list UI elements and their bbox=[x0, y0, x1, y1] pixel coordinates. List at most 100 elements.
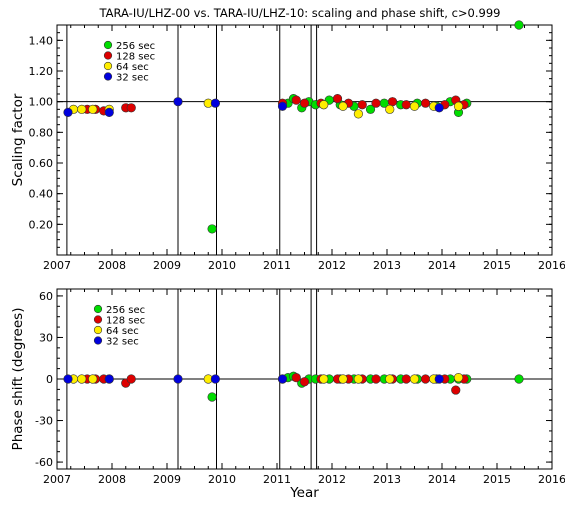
data-point-256-sec bbox=[514, 20, 524, 30]
legend-marker bbox=[103, 51, 113, 60]
data-point-128-sec bbox=[332, 93, 343, 104]
x-tick-label: 2015 bbox=[483, 473, 511, 486]
y-axis-label: Scaling factor bbox=[10, 93, 26, 186]
x-tick-label: 2016 bbox=[538, 259, 565, 272]
y-tick-label: 0.20 bbox=[29, 218, 54, 231]
legend-marker bbox=[103, 72, 113, 81]
data-point-64-sec bbox=[353, 109, 364, 119]
legend-label: 256 sec bbox=[106, 305, 145, 316]
x-tick-label: 2010 bbox=[208, 259, 236, 272]
legend-label: 32 sec bbox=[116, 73, 149, 84]
y-axis-label: Phase shift (degrees) bbox=[10, 308, 26, 451]
data-point-32-sec bbox=[104, 374, 114, 384]
data-point-64-sec bbox=[453, 373, 464, 383]
data-point-32-sec bbox=[434, 103, 444, 113]
data-point-32-sec bbox=[277, 374, 288, 384]
data-point-128-sec bbox=[299, 377, 310, 387]
y-tick-label: 0.40 bbox=[29, 188, 54, 201]
data-point-256-sec bbox=[207, 392, 217, 402]
data-point-64-sec bbox=[319, 100, 329, 110]
x-tick-label: 2016 bbox=[538, 473, 565, 486]
data-point-64-sec bbox=[88, 104, 98, 114]
data-point-128-sec bbox=[401, 374, 411, 384]
x-tick-label: 2012 bbox=[318, 259, 346, 272]
y-tick-label: 1.20 bbox=[29, 65, 54, 78]
legend-label: 32 sec bbox=[106, 337, 139, 348]
data-point-32-sec bbox=[104, 107, 114, 117]
x-tick-label: 2015 bbox=[483, 259, 511, 272]
data-point-64-sec bbox=[409, 101, 420, 111]
data-point-128-sec bbox=[291, 95, 301, 105]
y-tick-label: 0 bbox=[46, 373, 53, 386]
legend-marker bbox=[93, 304, 103, 314]
y-tick-label: 1.40 bbox=[29, 34, 54, 47]
data-point-128-sec bbox=[299, 98, 310, 108]
y-tick-label: -30 bbox=[35, 415, 53, 428]
data-point-32-sec bbox=[63, 374, 73, 384]
data-point-128-sec bbox=[420, 98, 431, 108]
x-tick-label: 2011 bbox=[263, 473, 291, 486]
data-point-64-sec bbox=[77, 104, 87, 114]
y-tick-label: -60 bbox=[35, 456, 53, 469]
x-tick-label: 2011 bbox=[263, 259, 291, 272]
data-point-128-sec bbox=[357, 100, 367, 110]
x-tick-label: 2007 bbox=[43, 259, 71, 272]
data-point-64-sec bbox=[338, 374, 348, 384]
legend-marker bbox=[93, 325, 103, 335]
x-axis-label: Year bbox=[289, 485, 319, 501]
data-point-128-sec bbox=[291, 373, 301, 383]
x-tick-label: 2014 bbox=[428, 473, 456, 486]
data-point-64-sec bbox=[88, 374, 98, 384]
data-point-32-sec bbox=[434, 374, 444, 384]
legend-marker bbox=[93, 336, 103, 345]
data-point-64-sec bbox=[385, 104, 395, 114]
x-tick-label: 2014 bbox=[428, 259, 456, 272]
x-tick-label: 2009 bbox=[153, 473, 181, 486]
y-tick-label: 0.60 bbox=[29, 157, 54, 170]
data-point-128-sec bbox=[371, 374, 381, 384]
data-point-128-sec bbox=[387, 97, 398, 107]
legend-label: 128 sec bbox=[116, 52, 155, 63]
data-point-128-sec bbox=[126, 103, 136, 113]
y-tick-label: 30 bbox=[39, 331, 53, 344]
data-point-32-sec bbox=[277, 101, 288, 111]
data-point-64-sec bbox=[77, 374, 87, 384]
bottom-panel: 2007 2008 2009 2010 2011 2012 2013 2014 2015 2016… bbox=[10, 288, 565, 501]
data-point-256-sec bbox=[365, 104, 376, 114]
x-tick-label: 2010 bbox=[208, 473, 236, 486]
y-tick-label: 0.80 bbox=[29, 126, 54, 139]
legend-label: 64 sec bbox=[106, 326, 139, 337]
x-tick-label: 2008 bbox=[98, 473, 126, 486]
x-tick-label: 2009 bbox=[153, 259, 181, 272]
x-tick-label: 2013 bbox=[373, 259, 401, 272]
data-point-64-sec bbox=[385, 374, 395, 384]
data-point-64-sec bbox=[409, 374, 420, 384]
legend-label: 64 sec bbox=[116, 62, 149, 73]
legend-label: 256 sec bbox=[116, 41, 155, 52]
legend-marker bbox=[103, 61, 113, 71]
data-point-32-sec bbox=[173, 97, 183, 107]
top-panel: 2007 2008 2009 2010 2011 2012 2013 2014 2015 2016… bbox=[10, 20, 565, 272]
chart-title: TARA-IU/LHZ-00 vs. TARA-IU/LHZ-10: scali… bbox=[99, 6, 501, 20]
legend-label: 128 sec bbox=[106, 316, 145, 327]
data-point-32-sec bbox=[210, 374, 220, 384]
data-point-64-sec bbox=[353, 374, 364, 384]
x-tick-label: 2013 bbox=[373, 473, 401, 486]
data-point-128-sec bbox=[451, 385, 461, 395]
y-tick-label: 1.00 bbox=[29, 96, 54, 109]
x-tick-label: 2007 bbox=[43, 473, 71, 486]
y-tick-label: 60 bbox=[39, 290, 53, 303]
data-point-128-sec bbox=[401, 100, 411, 110]
data-point-64-sec bbox=[338, 101, 348, 111]
data-point-128-sec bbox=[420, 374, 431, 384]
data-point-32-sec bbox=[173, 374, 183, 384]
x-tick-label: 2012 bbox=[318, 473, 346, 486]
data-point-64-sec bbox=[453, 101, 464, 111]
data-point-64-sec bbox=[319, 374, 329, 384]
data-point-128-sec bbox=[371, 98, 381, 108]
legend-marker bbox=[103, 40, 113, 50]
data-point-256-sec bbox=[514, 374, 524, 384]
x-tick-label: 2008 bbox=[98, 259, 126, 272]
data-point-32-sec bbox=[210, 98, 220, 108]
